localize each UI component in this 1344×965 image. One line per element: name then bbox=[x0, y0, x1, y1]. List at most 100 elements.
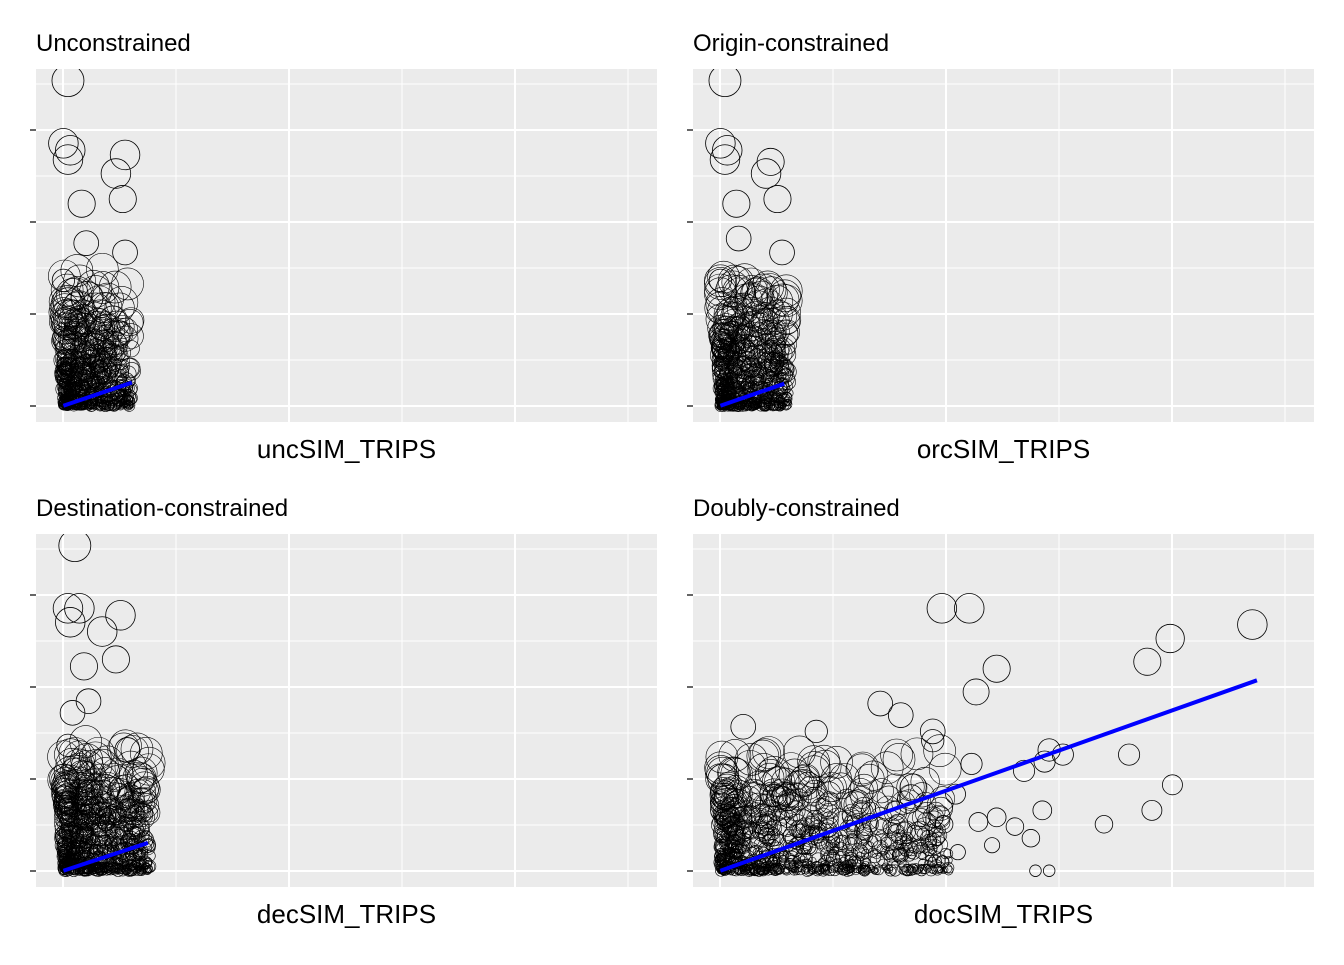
data-point bbox=[103, 804, 123, 824]
data-point bbox=[76, 760, 107, 791]
data-point bbox=[811, 864, 824, 877]
data-point bbox=[901, 863, 914, 877]
data-point bbox=[807, 856, 817, 866]
data-point bbox=[54, 779, 83, 808]
data-point bbox=[887, 702, 914, 728]
data-point bbox=[888, 842, 904, 857]
data-point bbox=[126, 765, 155, 794]
data-point bbox=[56, 837, 72, 853]
data-point bbox=[96, 806, 116, 825]
data-point bbox=[859, 856, 870, 867]
data-point bbox=[925, 810, 943, 829]
data-point bbox=[1118, 743, 1141, 766]
data-point bbox=[745, 402, 752, 409]
data-point bbox=[777, 403, 783, 409]
data-point bbox=[114, 826, 131, 844]
data-point bbox=[754, 762, 785, 793]
panel-2: Origin-constrained orcSIM_TRIPS bbox=[687, 30, 1314, 464]
data-point bbox=[741, 301, 772, 332]
data-point bbox=[848, 778, 874, 804]
data-point bbox=[124, 400, 134, 410]
data-point bbox=[58, 387, 71, 401]
data-point bbox=[902, 837, 919, 853]
data-point bbox=[755, 276, 788, 309]
data-point bbox=[58, 826, 72, 840]
data-point bbox=[854, 763, 885, 794]
data-point bbox=[730, 713, 757, 740]
data-point bbox=[860, 849, 872, 860]
data-point bbox=[870, 751, 904, 785]
data-point bbox=[777, 388, 788, 400]
data-point bbox=[742, 830, 760, 849]
data-point bbox=[134, 793, 160, 818]
data-point bbox=[728, 337, 752, 361]
data-point bbox=[49, 763, 80, 795]
data-point bbox=[716, 824, 735, 843]
panel-1: Unconstrained uncSIM_TRIPS bbox=[30, 30, 657, 464]
data-point bbox=[1005, 817, 1025, 836]
data-point bbox=[783, 735, 816, 769]
data-point bbox=[79, 354, 97, 372]
data-point bbox=[100, 158, 132, 189]
data-point bbox=[726, 357, 743, 374]
data-point bbox=[776, 867, 783, 874]
data-point bbox=[908, 841, 921, 854]
data-point bbox=[744, 770, 775, 802]
data-point bbox=[710, 777, 738, 805]
data-point bbox=[747, 400, 758, 411]
x-axis-label: uncSIM_TRIPS bbox=[257, 434, 436, 464]
data-point bbox=[954, 593, 985, 624]
data-point bbox=[943, 865, 954, 876]
fit-line bbox=[719, 381, 785, 408]
data-point bbox=[109, 139, 141, 171]
data-point bbox=[96, 797, 122, 823]
data-point bbox=[932, 827, 948, 843]
data-point bbox=[52, 311, 79, 339]
data-point bbox=[833, 834, 850, 850]
data-point bbox=[724, 376, 741, 393]
data-point bbox=[883, 846, 900, 863]
data-point bbox=[48, 259, 81, 293]
data-point bbox=[841, 790, 868, 817]
data-point bbox=[99, 762, 128, 792]
data-point bbox=[90, 360, 108, 378]
data-point bbox=[115, 359, 130, 374]
data-point bbox=[88, 325, 115, 352]
data-point bbox=[949, 844, 966, 861]
data-point bbox=[750, 158, 782, 189]
data-point bbox=[73, 342, 92, 360]
data-point bbox=[67, 189, 96, 218]
data-point bbox=[869, 866, 876, 872]
data-point bbox=[740, 345, 758, 363]
data-point bbox=[759, 799, 782, 823]
data-point bbox=[1032, 800, 1053, 821]
data-point bbox=[767, 815, 788, 836]
data-point bbox=[110, 398, 122, 411]
data-point bbox=[740, 359, 757, 376]
data-point bbox=[58, 844, 74, 860]
data-point bbox=[736, 371, 755, 389]
data-point bbox=[770, 353, 788, 371]
data-point bbox=[711, 331, 734, 354]
data-point bbox=[1033, 750, 1056, 773]
data-point bbox=[69, 725, 102, 758]
data-point bbox=[106, 783, 133, 809]
data-point bbox=[762, 766, 793, 797]
data-point bbox=[810, 813, 828, 831]
data-point bbox=[719, 818, 735, 833]
data-point bbox=[895, 820, 917, 841]
data-point bbox=[929, 786, 955, 812]
data-point bbox=[104, 310, 130, 337]
data-point bbox=[79, 292, 112, 325]
data-point bbox=[67, 760, 98, 790]
data-point bbox=[55, 607, 86, 638]
data-point bbox=[923, 734, 956, 768]
data-point bbox=[719, 401, 729, 411]
panel-title: Unconstrained bbox=[36, 30, 191, 57]
data-point bbox=[716, 815, 733, 831]
data-point bbox=[797, 745, 830, 779]
panel-background bbox=[693, 69, 1314, 422]
data-point bbox=[736, 785, 762, 811]
data-point bbox=[1013, 759, 1036, 782]
data-point bbox=[71, 821, 93, 843]
